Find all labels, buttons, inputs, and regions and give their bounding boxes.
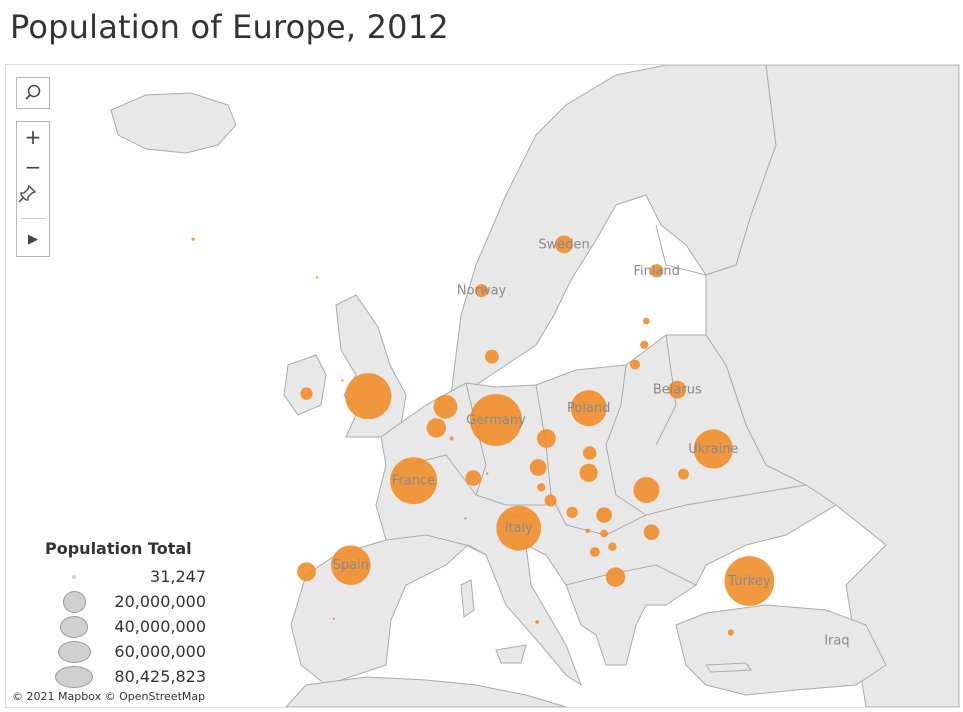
magnifier-icon [25,84,41,100]
population-bubble[interactable] [640,340,649,349]
population-bubble[interactable] [537,429,556,448]
zoom-out-button[interactable]: − [24,155,42,179]
population-bubble[interactable] [345,373,392,420]
population-bubble[interactable] [544,494,557,507]
page-title: Population of Europe, 2012 [10,8,449,46]
legend-title: Population Total [45,539,192,558]
map-view[interactable]: Germany Turkey France Italy Spain Ukraine Pola… [5,64,960,708]
legend-size-marker [57,641,91,663]
population-bubble[interactable] [608,542,617,551]
population-bubble[interactable] [529,459,547,476]
legend-value: 40,000,000 [114,617,206,636]
population-bubble[interactable] [678,468,689,480]
legend-value: 20,000,000 [114,592,206,611]
population-bubble[interactable] [537,483,546,492]
population-bubble[interactable] [449,436,454,441]
population-bubble[interactable] [496,505,542,551]
country-label: Sweden [538,237,589,252]
population-bubble[interactable] [535,620,540,624]
population-bubble[interactable] [515,514,519,517]
legend-row: 80,425,823 [40,665,210,689]
population-bubble[interactable] [630,359,640,370]
country-label: Italy [505,521,534,536]
population-bubble[interactable] [590,547,600,557]
population-bubble[interactable] [693,429,733,469]
population-bubble[interactable] [475,284,489,298]
population-bubble[interactable] [633,477,660,503]
country-label: Turkey [727,574,771,589]
population-bubble[interactable] [724,556,775,606]
population-bubble[interactable] [583,446,597,460]
legend-value: 80,425,823 [114,667,206,686]
population-bubble[interactable] [315,276,318,279]
population-bubble[interactable] [555,235,573,254]
toolbar-divider [21,218,45,219]
population-bubble[interactable] [465,470,482,486]
population-bubble[interactable] [332,617,335,620]
population-bubble[interactable] [464,517,467,520]
country-label: Germany [466,413,526,428]
country-label: France [392,474,435,489]
country-label: Norway [457,284,507,299]
legend-value: 60,000,000 [114,642,206,661]
population-bubble[interactable] [596,507,612,523]
legend-row: 20,000,000 [40,590,210,614]
population-bubble[interactable] [300,387,313,400]
population-bubble[interactable] [643,317,650,325]
legend-row: 40,000,000 [40,615,210,639]
country-label: Belarus [653,383,702,398]
population-bubble[interactable] [579,463,598,482]
population-bubble[interactable] [585,528,590,534]
map-search-button[interactable] [16,77,50,109]
country-labels: Germany Turkey France Italy Spain Ukraine Pola… [333,237,850,648]
population-bubble[interactable] [570,390,607,427]
population-bubbles[interactable] [191,235,775,636]
legend-size-marker [55,666,93,688]
population-bubble[interactable] [650,264,664,278]
population-bubble[interactable] [566,506,578,519]
legend-row: 60,000,000 [40,640,210,664]
border-lines [385,224,807,586]
legend-row: 31,247 [40,565,210,589]
country-label: Poland [567,401,610,416]
population-bubble[interactable] [643,524,660,540]
map-canvas[interactable]: Germany Turkey France Italy Spain Ukraine Pola… [6,65,959,707]
legend-size-marker [72,575,76,579]
population-bubble[interactable] [297,562,316,582]
population-bubble[interactable] [191,237,195,241]
population-bubble[interactable] [485,349,499,364]
expand-toolbar-button[interactable]: ▶ [28,231,38,247]
map-zoom-toolbar: + − ▶ [16,121,50,257]
population-bubble[interactable] [486,472,489,475]
country-label: Spain [333,558,369,573]
population-bubble[interactable] [390,457,438,505]
legend-size-marker [60,616,88,638]
map-attribution[interactable]: © 2021 Mapbox © OpenStreetMap [12,690,206,703]
legend-value: 31,247 [150,567,206,586]
size-legend: Population Total 31,247 20,000,000 40,000,… [40,539,210,699]
population-bubble[interactable] [433,394,458,419]
country-label: Iraq [824,633,849,648]
land-layer [110,65,959,707]
pin-button[interactable] [17,184,49,214]
population-bubble[interactable] [668,380,687,399]
country-label: Ukraine [688,442,738,457]
population-bubble[interactable] [331,545,371,585]
zoom-in-button[interactable]: + [24,125,42,149]
legend-size-marker [62,591,86,613]
population-bubble[interactable] [600,529,608,538]
population-bubble[interactable] [341,379,344,382]
population-bubble[interactable] [605,567,626,587]
population-bubble[interactable] [727,629,734,636]
country-label: Finland [633,264,679,279]
population-bubble[interactable] [470,394,522,446]
population-bubble[interactable] [426,418,446,438]
pin-icon [18,184,37,203]
